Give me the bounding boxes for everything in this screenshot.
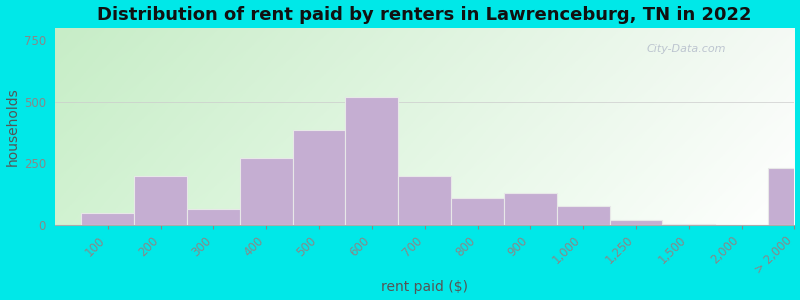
Bar: [240, 158, 293, 225]
Bar: [398, 176, 451, 225]
Bar: [451, 198, 504, 225]
Bar: [610, 220, 662, 225]
Bar: [134, 176, 187, 225]
Bar: [293, 130, 346, 225]
Bar: [662, 224, 715, 225]
Bar: [768, 168, 800, 225]
Text: City-Data.com: City-Data.com: [646, 44, 726, 54]
X-axis label: rent paid ($): rent paid ($): [382, 280, 468, 294]
Bar: [557, 206, 610, 225]
Y-axis label: households: households: [6, 87, 19, 166]
Bar: [504, 193, 557, 225]
Bar: [346, 97, 398, 225]
Bar: [82, 212, 134, 225]
Title: Distribution of rent paid by renters in Lawrenceburg, TN in 2022: Distribution of rent paid by renters in …: [98, 6, 752, 24]
Bar: [187, 209, 240, 225]
